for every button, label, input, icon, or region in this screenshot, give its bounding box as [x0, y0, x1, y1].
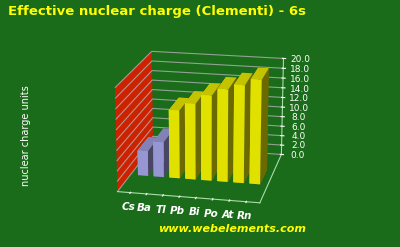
- Text: nuclear charge units: nuclear charge units: [21, 85, 31, 186]
- Text: www.webelements.com: www.webelements.com: [158, 224, 306, 234]
- Text: Effective nuclear charge (Clementi) - 6s: Effective nuclear charge (Clementi) - 6s: [8, 5, 306, 18]
